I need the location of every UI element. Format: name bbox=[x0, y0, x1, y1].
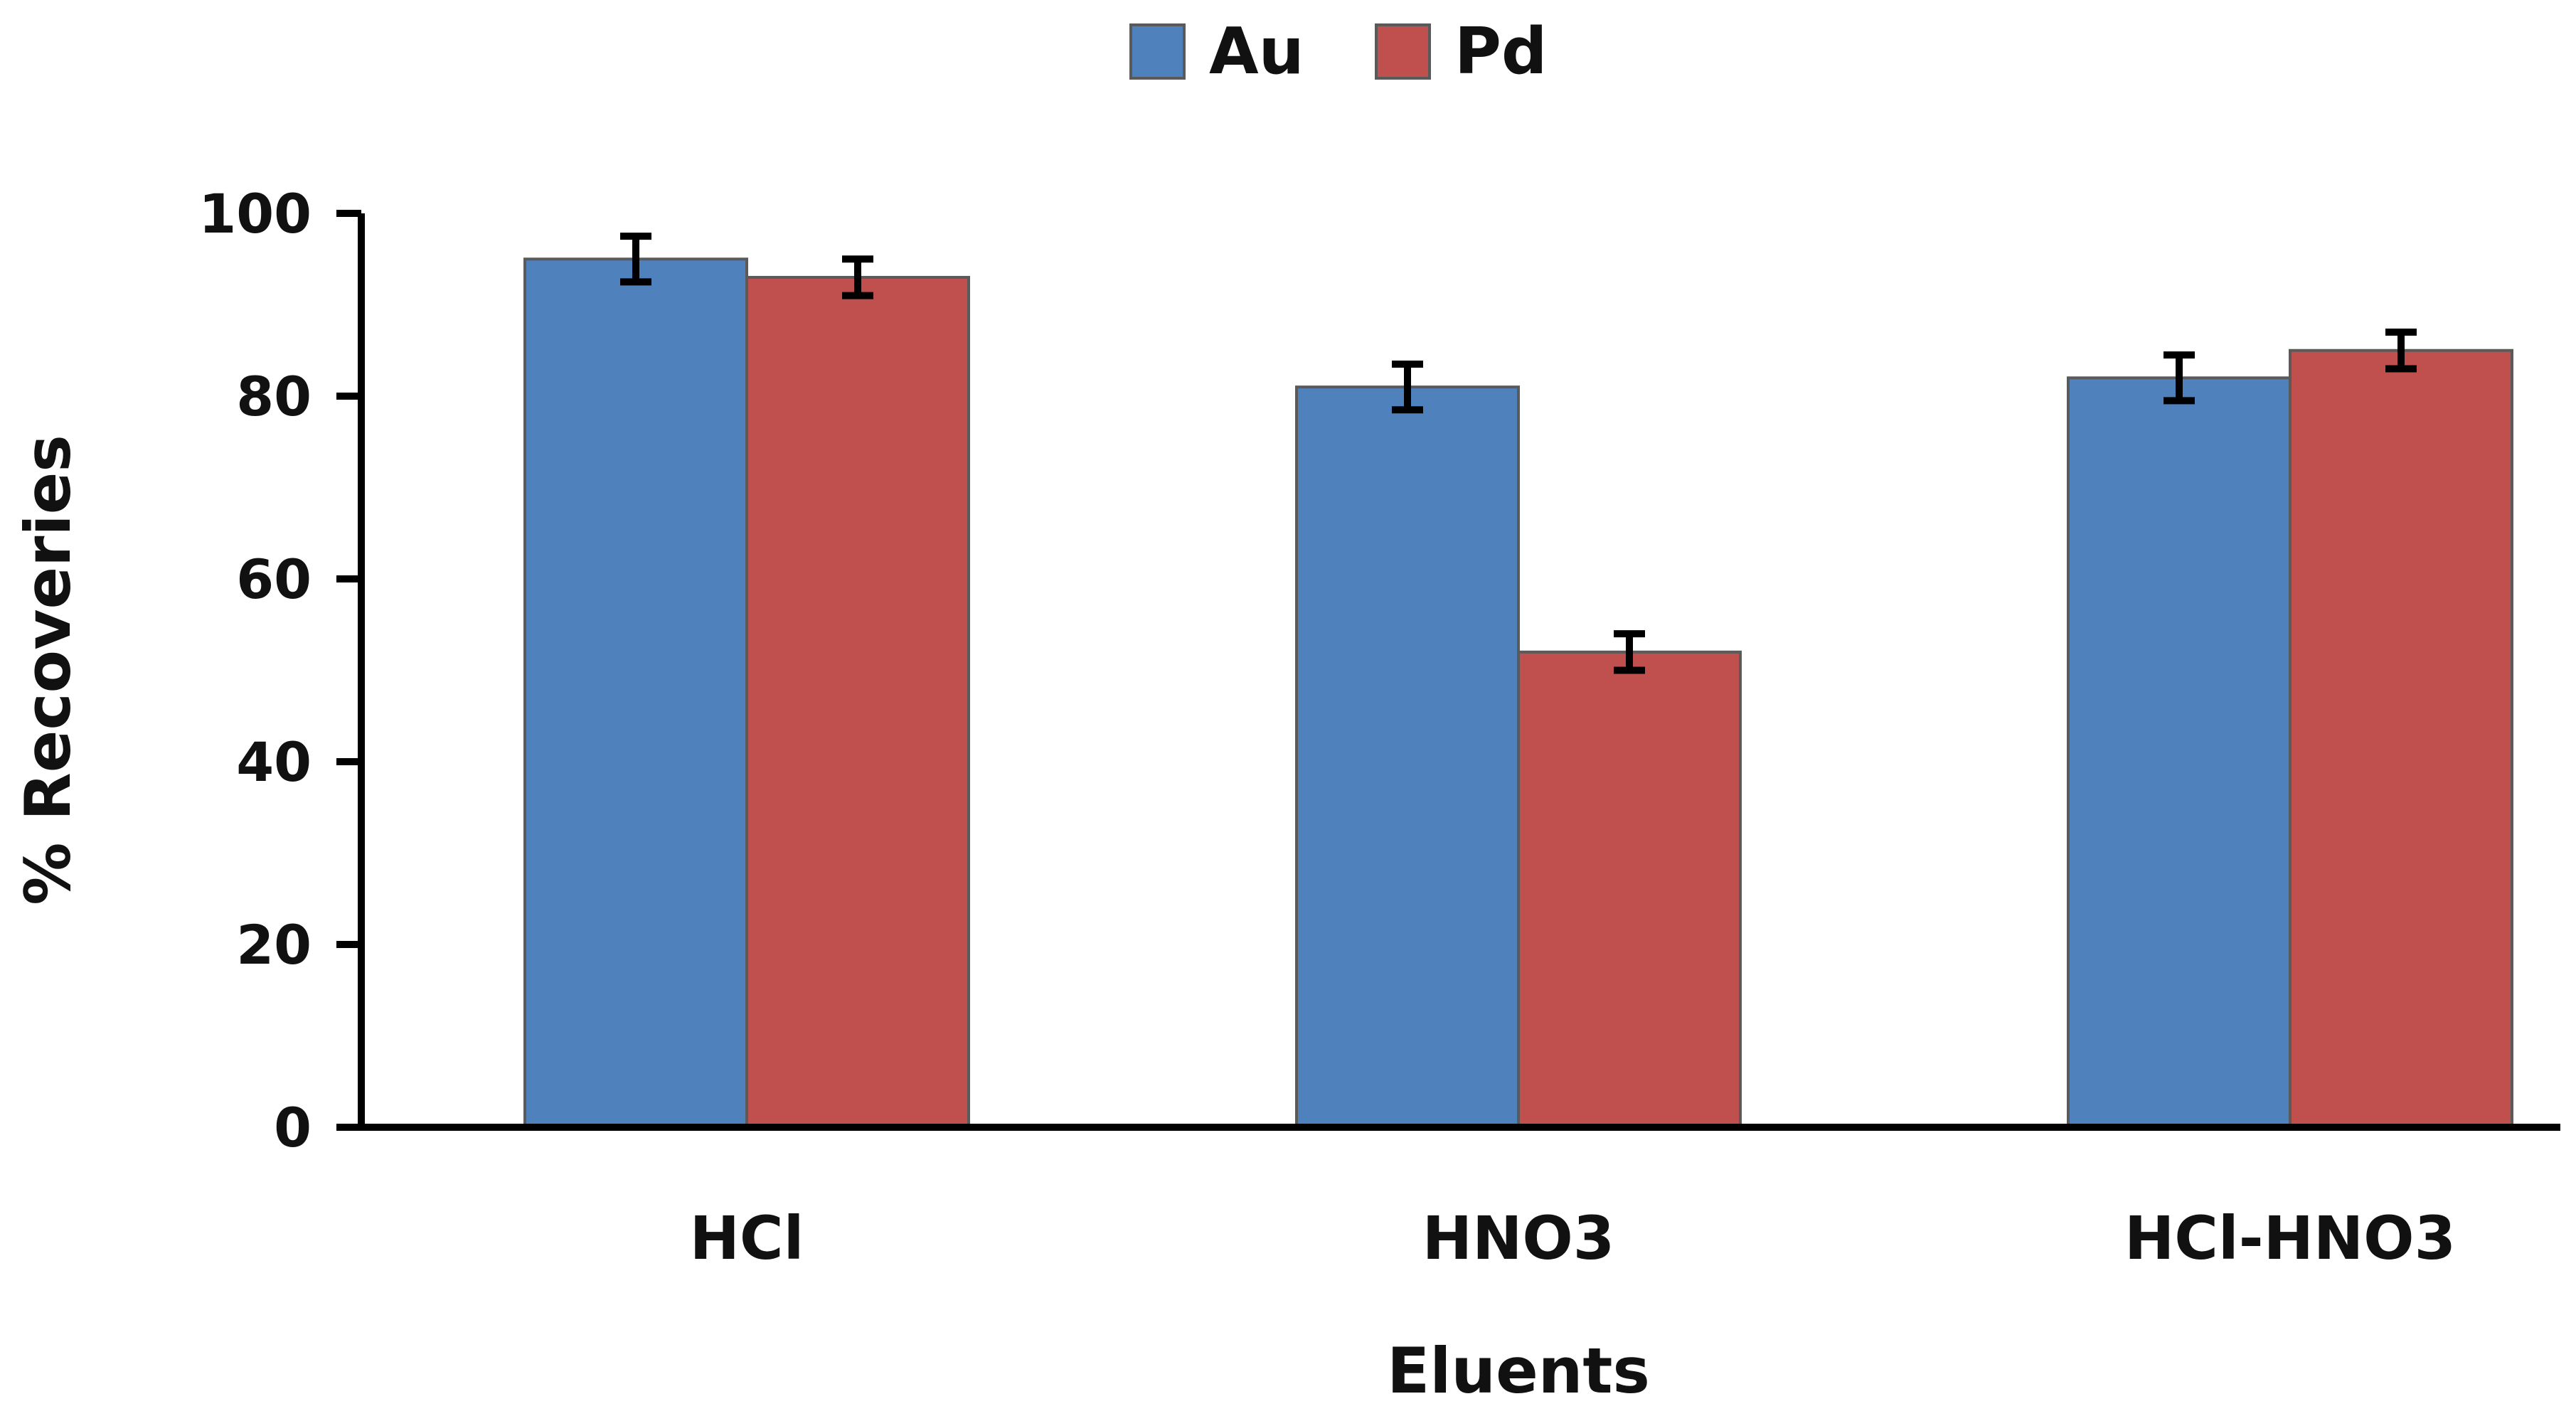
legend-label-au: Au bbox=[1209, 14, 1304, 89]
bars-group bbox=[523, 257, 2513, 1129]
bar-pd-hcl bbox=[745, 275, 970, 1129]
error-bars-group bbox=[620, 233, 2417, 674]
y-axis-title: % Recoveries bbox=[11, 435, 85, 905]
bar-pd-hcl-hno3 bbox=[2289, 348, 2513, 1129]
bar-au-hcl-hno3 bbox=[2067, 376, 2292, 1129]
y-tick-label: 60 bbox=[236, 548, 312, 611]
error-bar-pd-hno3 bbox=[1614, 630, 1645, 674]
x-axis-title: Eluents bbox=[1387, 1334, 1650, 1407]
legend-item-pd: Pd bbox=[1375, 14, 1547, 89]
bar-au-hno3 bbox=[1295, 385, 1520, 1129]
legend-label-pd: Pd bbox=[1454, 14, 1547, 89]
x-category-label: HNO3 bbox=[1422, 1203, 1614, 1273]
y-tick-label: 100 bbox=[198, 182, 312, 245]
legend-swatch-pd bbox=[1375, 23, 1431, 80]
error-bar-au-hno3 bbox=[1392, 361, 1423, 414]
error-bar-pd-hcl-hno3 bbox=[2385, 329, 2417, 373]
error-bar-au-hcl-hno3 bbox=[2163, 351, 2195, 405]
legend-swatch-au bbox=[1129, 23, 1186, 80]
axes-group bbox=[336, 210, 2560, 1131]
legend-item-au: Au bbox=[1129, 14, 1304, 89]
x-category-label: HCl-HNO3 bbox=[2124, 1203, 2456, 1273]
bar-pd-hno3 bbox=[1517, 650, 1742, 1129]
error-bar-au-hcl bbox=[620, 233, 651, 286]
labels-group: 0 20 40 60 80 100 HCl HNO3 HCl-HNO3 Eluents % Reco… bbox=[11, 182, 2456, 1407]
error-bar-pd-hcl bbox=[842, 255, 873, 299]
legend: Au Pd bbox=[1129, 14, 1547, 89]
y-tick-label: 20 bbox=[236, 913, 312, 976]
y-tick-label: 40 bbox=[236, 730, 312, 794]
y-tick-label: 0 bbox=[274, 1096, 312, 1159]
bar-au-hcl bbox=[523, 257, 748, 1129]
x-category-label: HCl bbox=[690, 1203, 804, 1273]
y-tick-label: 80 bbox=[236, 365, 312, 428]
